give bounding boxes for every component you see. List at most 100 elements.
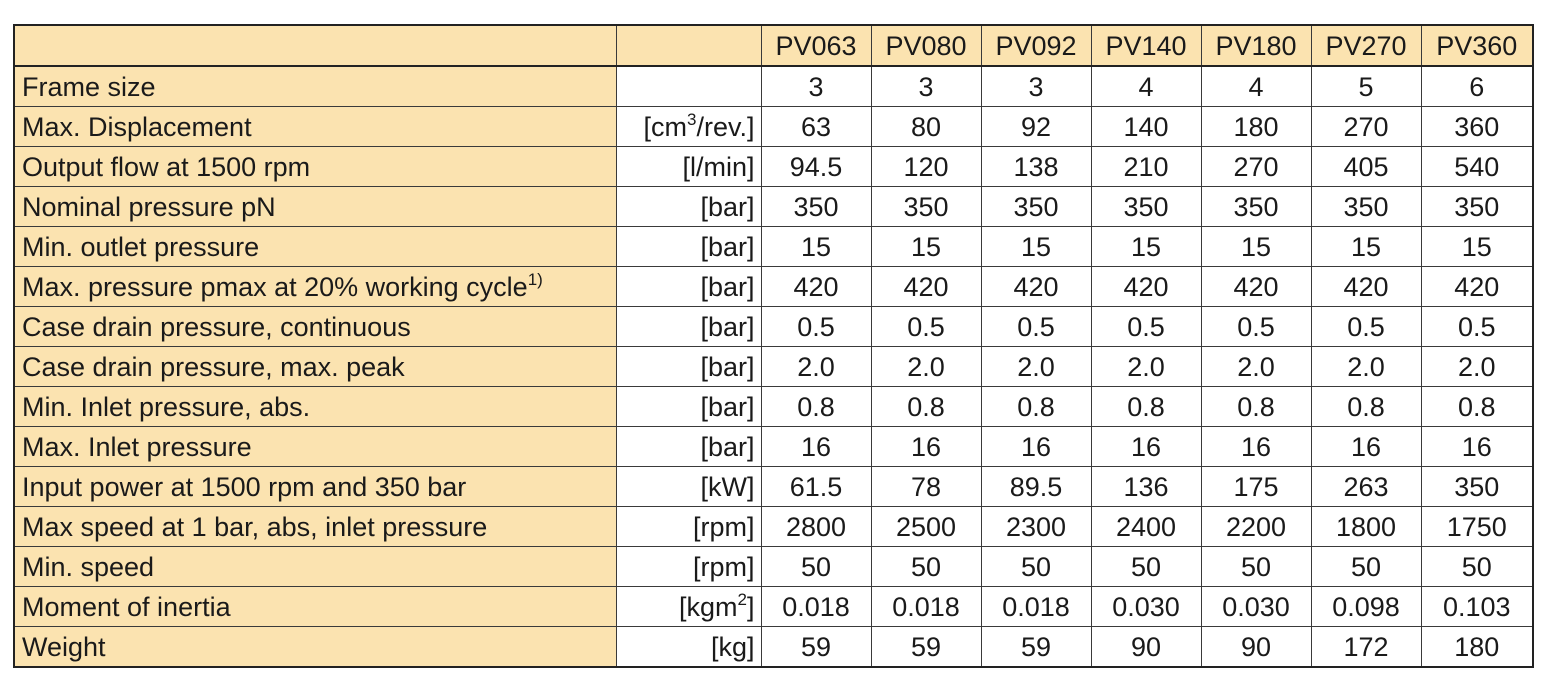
unit-label: [kg]	[710, 631, 755, 662]
parameter-label: Min. outlet pressure	[22, 231, 260, 262]
value-cell: 420	[870, 266, 982, 307]
value-cell: 0.8	[980, 386, 1092, 427]
value-cell: 94.5	[760, 146, 872, 187]
value-cell: 0.5	[980, 306, 1092, 347]
value-cell: 50	[870, 546, 982, 587]
value-cell: 3	[870, 65, 982, 107]
value-cell: 6	[1420, 65, 1534, 107]
value-cell: 270	[1310, 106, 1422, 147]
value-cell: 2.0	[1420, 346, 1534, 387]
value-cell: 15	[1420, 226, 1534, 267]
value-cell: 2800	[760, 506, 872, 547]
value-cell: 0.8	[1310, 386, 1422, 427]
parameter-cell: Case drain pressure, max. peak	[13, 346, 617, 387]
unit-label: [kgm	[679, 591, 738, 622]
value-cell: 0.030	[1090, 586, 1202, 627]
value-cell: 3	[760, 65, 872, 107]
value-cell: 92	[980, 106, 1092, 147]
value-cell: 2.0	[980, 346, 1092, 387]
header-row: PV063 PV080 PV092 PV140 PV180 PV270 PV360	[13, 24, 1534, 67]
unit-suffix: ]	[746, 591, 755, 622]
value-cell: 15	[1090, 226, 1202, 267]
value-cell: 405	[1310, 146, 1422, 187]
table-row: Max speed at 1 bar, abs, inlet pressure […	[13, 506, 1534, 547]
value-cell: 2500	[870, 506, 982, 547]
value-cell: 50	[1200, 546, 1312, 587]
parameter-cell: Weight	[13, 626, 617, 668]
model-header-pv360: PV360	[1420, 24, 1534, 67]
value-cell: 0.018	[760, 586, 872, 627]
value-cell: 2300	[980, 506, 1092, 547]
table-row: Min. Inlet pressure, abs. [bar] 0.8 0.8 0.8 0…	[13, 386, 1534, 427]
value-cell: 0.8	[1090, 386, 1202, 427]
value-cell: 180	[1420, 626, 1534, 668]
table-row: Max. Displacement [cm3/rev.] 63 80 92 140 180 2…	[13, 106, 1534, 147]
value-cell: 350	[1420, 186, 1534, 227]
unit-cell: [kg]	[615, 626, 762, 668]
parameter-label: Max. Inlet pressure	[22, 431, 252, 462]
footnote-marker: 1)	[527, 269, 543, 289]
value-cell: 50	[1420, 546, 1534, 587]
value-cell: 15	[760, 226, 872, 267]
unit-cell: [l/min]	[615, 146, 762, 187]
unit-cell: [bar]	[615, 346, 762, 387]
model-header-pv180: PV180	[1200, 24, 1312, 67]
value-cell: 61.5	[760, 466, 872, 507]
value-cell: 210	[1090, 146, 1202, 187]
value-cell: 420	[760, 266, 872, 307]
value-cell: 0.5	[1310, 306, 1422, 347]
value-cell: 15	[1200, 226, 1312, 267]
value-cell: 180	[1200, 106, 1312, 147]
value-cell: 59	[760, 626, 872, 668]
value-cell: 50	[980, 546, 1092, 587]
unit-cell: [bar]	[615, 186, 762, 227]
value-cell: 0.8	[870, 386, 982, 427]
unit-column-header	[615, 24, 762, 67]
value-cell: 90	[1090, 626, 1202, 668]
parameter-label: Min. speed	[22, 551, 155, 582]
value-cell: 350	[1420, 466, 1534, 507]
value-cell: 50	[760, 546, 872, 587]
value-cell: 0.8	[1420, 386, 1534, 427]
value-cell: 80	[870, 106, 982, 147]
value-cell: 0.030	[1200, 586, 1312, 627]
value-cell: 350	[760, 186, 872, 227]
value-cell: 3	[980, 65, 1092, 107]
value-cell: 16	[760, 426, 872, 467]
value-cell: 15	[1310, 226, 1422, 267]
table-row: Output flow at 1500 rpm [l/min] 94.5 120 138…	[13, 146, 1534, 187]
table-row: Min. speed [rpm] 50 50 50 50 50 50 50	[13, 546, 1534, 587]
unit-cell: [bar]	[615, 426, 762, 467]
model-header-pv080: PV080	[870, 24, 982, 67]
value-cell: 420	[980, 266, 1092, 307]
unit-cell: [rpm]	[615, 506, 762, 547]
value-cell: 350	[1310, 186, 1422, 227]
table-row: Min. outlet pressure [bar] 15 15 15 15 15 15 15	[13, 226, 1534, 267]
table-row: Case drain pressure, continuous [bar] 0.5 0…	[13, 306, 1534, 347]
value-cell: 78	[870, 466, 982, 507]
unit-cell: [kW]	[615, 466, 762, 507]
unit-cell: [rpm]	[615, 546, 762, 587]
unit-label: [bar]	[700, 431, 755, 462]
unit-cell: [bar]	[615, 386, 762, 427]
value-cell: 2.0	[1090, 346, 1202, 387]
value-cell: 2.0	[870, 346, 982, 387]
value-cell: 16	[1420, 426, 1534, 467]
value-cell: 420	[1310, 266, 1422, 307]
value-cell: 0.5	[870, 306, 982, 347]
model-header-pv092: PV092	[980, 24, 1092, 67]
value-cell: 5	[1310, 65, 1422, 107]
unit-exponent: 2	[737, 589, 747, 609]
parameter-label: Input power at 1500 rpm and 350 bar	[22, 471, 467, 502]
model-header-pv140: PV140	[1090, 24, 1202, 67]
unit-label: [bar]	[700, 311, 755, 342]
value-cell: 0.018	[870, 586, 982, 627]
parameter-label: Frame size	[22, 71, 156, 102]
value-cell: 0.8	[760, 386, 872, 427]
table-row: Case drain pressure, max. peak [bar] 2.0 2.…	[13, 346, 1534, 387]
parameter-cell: Moment of inertia	[13, 586, 617, 627]
parameter-label: Case drain pressure, continuous	[22, 311, 411, 342]
pump-specifications-table: PV063 PV080 PV092 PV140 PV180 PV270 PV360 Fram…	[13, 24, 1534, 668]
parameter-cell: Max speed at 1 bar, abs, inlet pressure	[13, 506, 617, 547]
value-cell: 4	[1090, 65, 1202, 107]
